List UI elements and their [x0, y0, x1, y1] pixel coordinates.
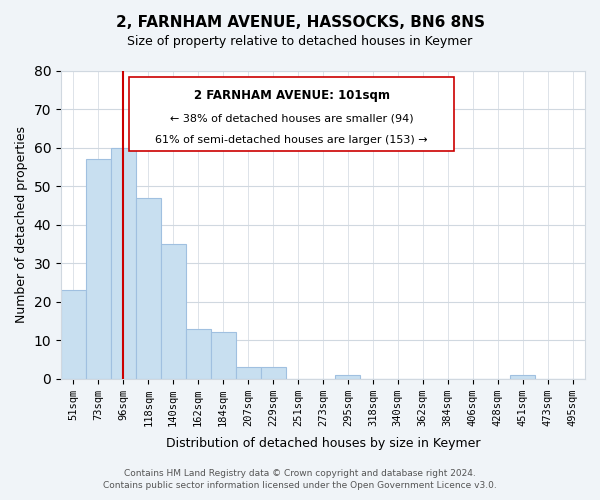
Text: 61% of semi-detached houses are larger (153) →: 61% of semi-detached houses are larger (…	[155, 135, 428, 145]
Bar	[236, 367, 260, 378]
Bar	[161, 244, 185, 378]
Bar	[86, 159, 111, 378]
Bar	[260, 367, 286, 378]
Bar	[510, 375, 535, 378]
Text: 2 FARNHAM AVENUE: 101sqm: 2 FARNHAM AVENUE: 101sqm	[194, 89, 389, 102]
Y-axis label: Number of detached properties: Number of detached properties	[15, 126, 28, 323]
Bar	[61, 290, 86, 378]
Bar	[211, 332, 236, 378]
FancyBboxPatch shape	[129, 76, 454, 150]
Text: ← 38% of detached houses are smaller (94): ← 38% of detached houses are smaller (94…	[170, 114, 413, 124]
Bar	[111, 148, 136, 378]
Bar	[136, 198, 161, 378]
Text: Contains HM Land Registry data © Crown copyright and database right 2024.
Contai: Contains HM Land Registry data © Crown c…	[103, 468, 497, 490]
Bar	[185, 328, 211, 378]
Text: 2, FARNHAM AVENUE, HASSOCKS, BN6 8NS: 2, FARNHAM AVENUE, HASSOCKS, BN6 8NS	[115, 15, 485, 30]
X-axis label: Distribution of detached houses by size in Keymer: Distribution of detached houses by size …	[166, 437, 480, 450]
Text: Size of property relative to detached houses in Keymer: Size of property relative to detached ho…	[127, 35, 473, 48]
Bar	[335, 375, 361, 378]
